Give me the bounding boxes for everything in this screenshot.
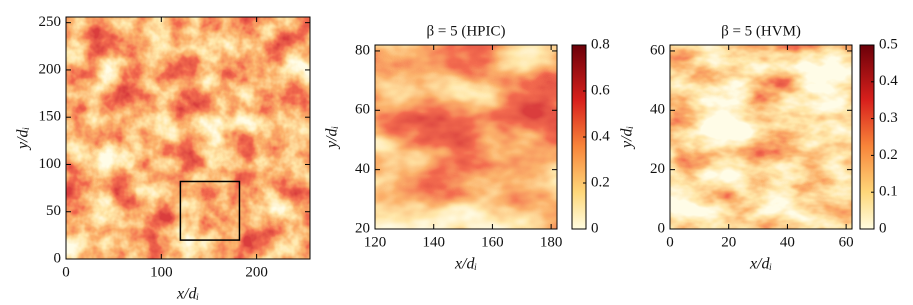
y-tick-label: 50: [46, 203, 61, 219]
heatmap-image: [66, 17, 310, 259]
x-tick-label: 140: [422, 234, 445, 250]
inset-box: [179, 180, 241, 241]
x-axis-label: x/dᵢ: [454, 256, 477, 273]
y-axis-label: y/dᵢ: [15, 127, 32, 151]
x-axis-label: x/dᵢ: [749, 256, 772, 273]
colorbar-tick-label: 0.2: [591, 174, 610, 190]
y-axis-label: y/dᵢ: [619, 126, 636, 150]
y-tick-label: 40: [650, 102, 665, 118]
y-axis-label: y/dᵢ: [324, 126, 341, 150]
y-tick-label: 250: [39, 14, 62, 30]
colorbar-tick-label: 0.8: [591, 36, 610, 52]
x-tick-label: 120: [364, 234, 387, 250]
x-tick-label: 200: [245, 264, 268, 280]
y-tick-label: 60: [355, 102, 370, 118]
x-tick-label: 60: [839, 234, 854, 250]
colorbar-tick-label: 0.3: [879, 110, 898, 126]
y-tick-label: 200: [39, 61, 62, 77]
axes-frame: [669, 44, 853, 230]
x-tick-label: 100: [150, 264, 173, 280]
y-tick-label: 60: [650, 42, 665, 58]
axes-frame: [374, 44, 558, 230]
x-tick-label: 160: [481, 234, 504, 250]
colorbar-tick-label: 0.6: [591, 82, 610, 98]
y-tick-label: 40: [355, 161, 370, 177]
colorbar-tick-label: 0.4: [879, 73, 898, 89]
panel-title: β = 5 (HPIC): [426, 23, 505, 39]
y-tick-label: 20: [650, 161, 665, 177]
colorbar-tick-label: 0: [591, 220, 599, 236]
y-tick-label: 80: [355, 42, 370, 58]
y-tick-label: 100: [39, 156, 62, 172]
colorbar-tick-label: 0.1: [879, 184, 898, 200]
colorbar-tick-label: 0.2: [879, 147, 898, 163]
x-tick-label: 0: [62, 264, 70, 280]
axes-frame: [65, 16, 311, 260]
colorbar-tick-label: 0.5: [879, 36, 898, 52]
x-tick-label: 20: [721, 234, 736, 250]
colorbar-tick-label: 0: [879, 220, 887, 236]
x-tick-label: 180: [540, 234, 563, 250]
x-tick-label: 0: [666, 234, 674, 250]
colorbar: [859, 44, 875, 230]
colorbar-tick-label: 0.4: [591, 128, 610, 144]
y-tick-label: 150: [39, 109, 62, 125]
y-tick-label: 0: [658, 220, 666, 236]
y-tick-label: 20: [355, 220, 370, 236]
x-tick-label: 40: [780, 234, 795, 250]
x-axis-label: x/dᵢ: [176, 286, 199, 303]
y-tick-label: 0: [54, 250, 62, 266]
heatmap-image: [670, 45, 852, 229]
heatmap-image: [375, 45, 557, 229]
panel-title: β = 5 (HVM): [721, 23, 801, 39]
